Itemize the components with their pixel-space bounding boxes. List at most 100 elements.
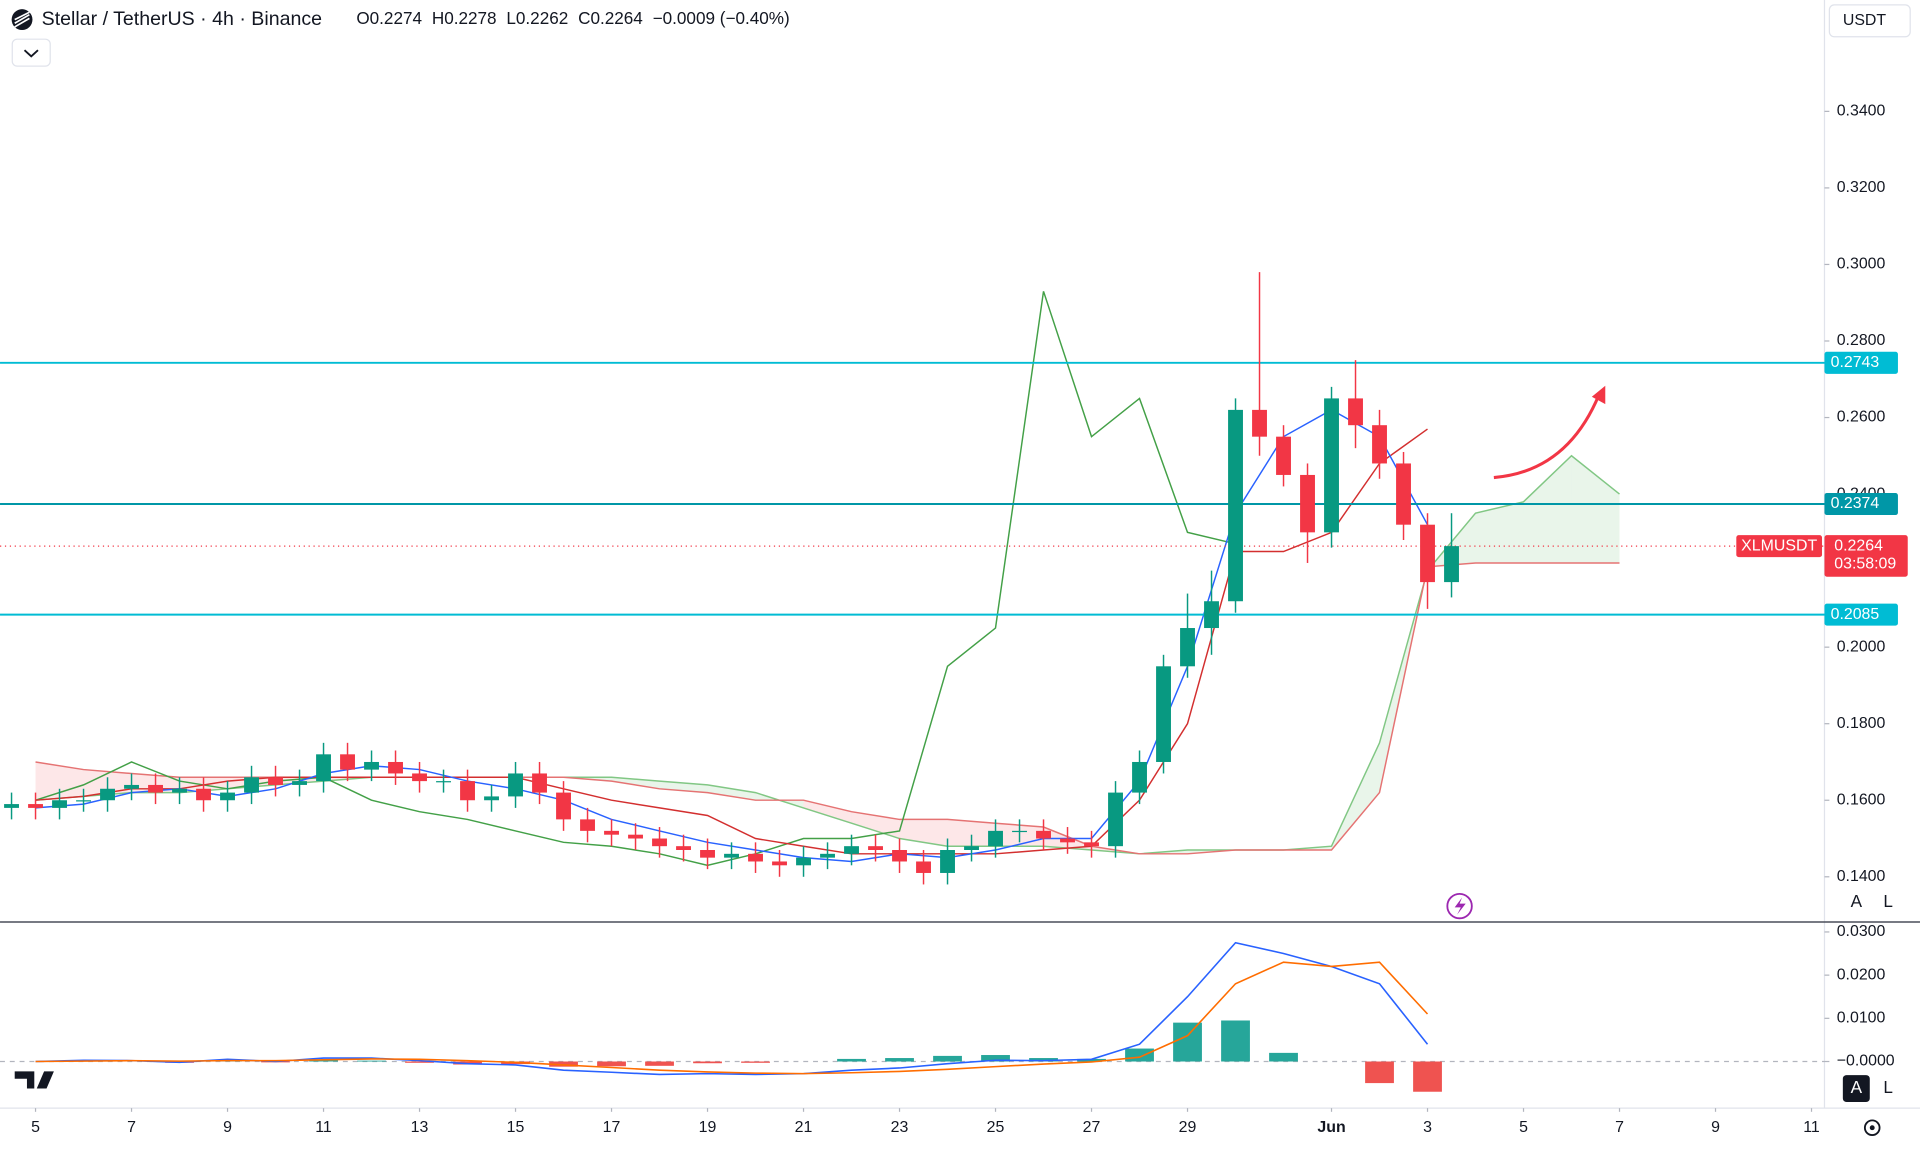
candle-body: [532, 773, 547, 793]
x-tick-label: 11: [1803, 1119, 1820, 1136]
histogram-bar: [405, 1061, 434, 1063]
candle-body: [1324, 398, 1339, 533]
projection-arrowhead: [1591, 385, 1606, 405]
histogram-bar: [1029, 1058, 1058, 1062]
candle-body: [820, 853, 835, 858]
histogram-bar: [981, 1055, 1010, 1062]
histogram-bar: [309, 1059, 338, 1062]
x-tick-label: 25: [987, 1119, 1005, 1136]
cloud-fill: [659, 781, 708, 793]
candle-body: [28, 804, 43, 808]
ohlc-label: L0.2262: [506, 8, 568, 28]
cloud-fill: [1523, 455, 1572, 563]
candle-body: [1396, 463, 1411, 525]
auto-scale-label[interactable]: A: [1851, 1077, 1863, 1097]
cloud-fill: [1475, 501, 1524, 563]
candle-body: [508, 773, 523, 797]
base-line: [35, 428, 1428, 855]
candle-body: [292, 781, 307, 785]
candle-body: [52, 800, 67, 808]
lagging-span: [35, 291, 1236, 867]
ohlc-label: C0.2264: [578, 8, 643, 28]
candle-body: [892, 849, 907, 862]
candle-body: [100, 788, 115, 801]
histogram-bar: [741, 1061, 770, 1063]
x-tick-label: 5: [1519, 1119, 1528, 1136]
collapse-button[interactable]: [11, 38, 51, 67]
candle-body: [1420, 524, 1435, 583]
histogram-bar: [1125, 1048, 1154, 1062]
candle-body: [796, 857, 811, 866]
histogram-bar: [597, 1061, 626, 1067]
y-tick-label: 0.3200: [1837, 179, 1886, 196]
y-tick-label: 0.3400: [1837, 103, 1886, 120]
x-tick-label: 19: [699, 1119, 717, 1136]
collapse-icon: [23, 49, 39, 58]
x-tick-label: 15: [507, 1119, 525, 1136]
candle-body: [364, 761, 379, 770]
log-scale-label[interactable]: L: [1883, 891, 1893, 911]
y-tick-label: 0.2600: [1837, 409, 1886, 426]
candle-body: [412, 773, 427, 782]
candle-body: [4, 804, 19, 808]
candle-body: [196, 788, 211, 801]
auto-scale-label[interactable]: A: [1851, 891, 1863, 911]
candle-body: [964, 846, 979, 850]
ohlc-label: −0.0009 (−0.40%): [653, 8, 790, 28]
candle-body: [940, 849, 955, 873]
x-tick-label: 17: [603, 1119, 621, 1136]
cloud-fill: [35, 761, 84, 801]
level-label: 0.2085: [1831, 606, 1880, 623]
currency-label: USDT: [1843, 12, 1887, 29]
events-icon[interactable]: [1446, 892, 1473, 920]
x-tick-label: 29: [1179, 1119, 1197, 1136]
candle-body: [988, 830, 1003, 847]
candle-body: [244, 777, 259, 793]
cloud-fill: [611, 777, 660, 789]
cloud-fill: [707, 784, 756, 801]
y-tick-label: 0.1800: [1837, 715, 1886, 732]
candle-body: [1036, 830, 1051, 839]
level-label-bg: [1824, 351, 1898, 374]
histogram-bar: [693, 1061, 722, 1064]
candle-body: [652, 838, 667, 847]
candle-body: [436, 781, 451, 783]
chart-title: Stellar / TetherUS · 4h · Binance: [42, 8, 323, 30]
y-tick-label: 0.1400: [1837, 868, 1886, 885]
y-tick-label: 0.0200: [1837, 966, 1886, 983]
candle-body: [148, 784, 163, 793]
candle-body: [604, 830, 619, 835]
candle-body: [1156, 666, 1171, 762]
currency-button[interactable]: [1828, 4, 1911, 38]
last-price-label: 0.2264: [1834, 537, 1883, 554]
last-price-bg: [1824, 535, 1908, 577]
log-scale-label[interactable]: L: [1883, 1077, 1893, 1097]
histogram-bar: [1173, 1022, 1202, 1062]
candle-body: [916, 861, 931, 873]
ohlc-label: H0.2278: [432, 8, 497, 28]
histogram-bar: [357, 1060, 386, 1062]
candle-body: [1372, 425, 1387, 464]
candle-body: [700, 849, 715, 858]
countdown-label: 03:58:09: [1834, 556, 1896, 573]
tradingview-logo: [14, 1071, 54, 1089]
candle-body: [388, 761, 403, 774]
x-tick-label: 21: [795, 1119, 813, 1136]
candle-body: [580, 819, 595, 831]
candle-body: [124, 784, 139, 789]
candle-body: [628, 834, 643, 839]
histogram-bar: [549, 1061, 578, 1067]
y-tick-label: −0.0000: [1837, 1053, 1895, 1070]
level-label: 0.2374: [1831, 495, 1880, 512]
cloud-fill: [851, 811, 900, 839]
symbol-label-bg: [1736, 535, 1823, 558]
candle-body: [724, 853, 739, 858]
candle-body: [1084, 842, 1099, 847]
candle-body: [1132, 761, 1147, 793]
x-tick-label: 9: [1711, 1119, 1720, 1136]
auto-button-bg[interactable]: [1842, 1075, 1870, 1103]
histogram-bar: [1077, 1058, 1106, 1062]
settings-icon[interactable]: [1863, 1119, 1881, 1137]
x-tick-label: 27: [1083, 1119, 1101, 1136]
